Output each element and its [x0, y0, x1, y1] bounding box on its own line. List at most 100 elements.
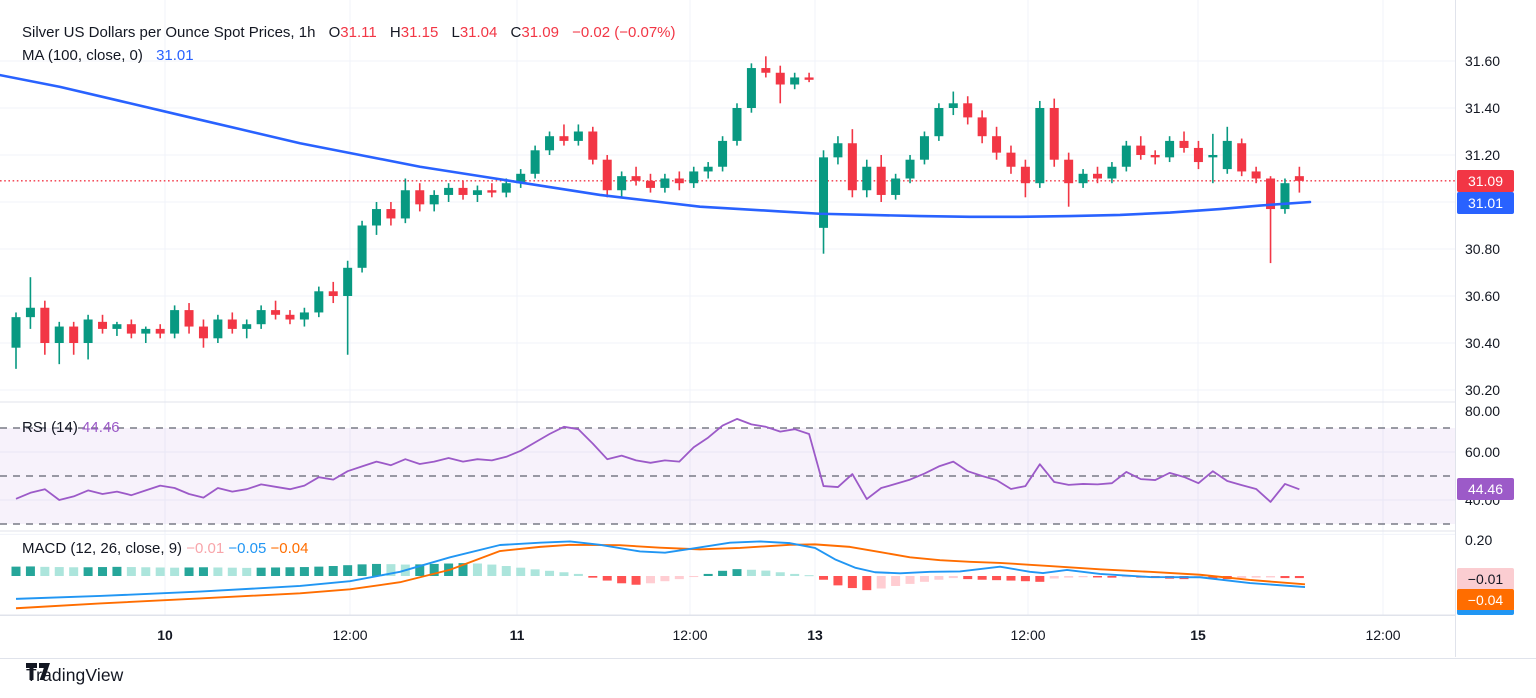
candle: [54, 321, 64, 365]
candle: [198, 319, 208, 348]
candle: [718, 136, 728, 172]
macd-histogram-bar: [775, 572, 785, 576]
macd-signal-line: [15, 543, 1306, 610]
macd-hist-badge: −0.01: [1457, 568, 1514, 591]
candle: [891, 173, 901, 200]
price-axis-label: 30.40: [1465, 335, 1501, 351]
macd-histogram-bar: [992, 576, 1002, 581]
ma-line: [0, 73, 1312, 219]
time-axis-label: 12:00: [332, 627, 368, 643]
high-value: 31.15: [400, 24, 439, 41]
candle: [761, 56, 771, 78]
macd-histogram-bar: [977, 576, 987, 580]
candle: [429, 190, 439, 212]
candle: [1222, 126, 1232, 174]
candle: [1121, 140, 1131, 172]
macd-histogram-bar: [602, 576, 612, 581]
macd-histogram-bar: [1006, 576, 1016, 581]
candle: [876, 155, 886, 202]
time-axis-label: 10: [157, 627, 173, 643]
candle: [631, 166, 641, 186]
macd-histogram-bar: [472, 563, 482, 576]
candle: [1035, 100, 1045, 188]
candle: [242, 319, 252, 339]
change-value: −0.02 (−0.07%): [572, 24, 676, 41]
macd-histogram-bar: [1208, 576, 1218, 579]
price-axis-label: 31.60: [1465, 53, 1501, 69]
tradingview-logo[interactable]: TradingView: [26, 663, 123, 687]
candle: [530, 145, 540, 179]
time-axis[interactable]: 10 12:00 11 12:00 13 12:00 15 12:00: [0, 615, 1536, 659]
macd-histogram-bar: [876, 576, 886, 589]
candle: [83, 314, 93, 360]
macd-legend-row[interactable]: MACD (12, 26, close, 9) −0.01 −0.05 −0.0…: [22, 540, 308, 557]
macd-histogram-bar: [285, 567, 295, 576]
macd-histogram-bar: [357, 564, 367, 576]
macd-histogram-bar: [819, 576, 829, 580]
macd-histogram-bar: [573, 573, 583, 576]
macd-axis-label: 0.20: [1465, 532, 1493, 548]
time-axis-label: 11: [509, 627, 525, 643]
candle: [1020, 159, 1030, 198]
candle: [645, 173, 655, 193]
macd-histogram-bar: [213, 567, 223, 576]
ma-legend-row[interactable]: MA (100, close, 0) 31.01: [22, 47, 194, 64]
candle: [674, 171, 684, 191]
candle: [847, 129, 857, 198]
macd-histogram-bar: [1107, 576, 1117, 578]
macd-histogram-bar: [501, 566, 511, 576]
candle: [602, 155, 612, 198]
macd-histogram-bar: [732, 569, 742, 576]
candle: [11, 312, 21, 369]
macd-histogram-bar: [689, 576, 699, 578]
candle: [617, 171, 627, 198]
macd-histogram-bar: [891, 576, 901, 586]
macd-histogram-bar: [631, 576, 641, 585]
macd-histogram-bar: [645, 576, 655, 584]
symbol-legend-row[interactable]: Silver US Dollars per Ounce Spot Prices,…: [22, 24, 676, 41]
candle: [746, 63, 756, 113]
macd-histogram-bar: [141, 567, 151, 576]
rsi-axis-label: 80.00: [1465, 403, 1501, 419]
macd-line-badge: [1457, 610, 1514, 616]
macd-line: [15, 540, 1306, 600]
macd-histogram-bar: [54, 567, 64, 576]
low-label: L: [451, 24, 460, 41]
candle: [372, 202, 381, 235]
open-value: 31.11: [340, 24, 377, 41]
candle: [775, 65, 785, 104]
candle: [285, 310, 295, 325]
candle: [1208, 133, 1218, 184]
candle: [141, 326, 151, 343]
macd-histogram-bar: [1078, 576, 1088, 578]
candle: [386, 202, 396, 226]
candle: [271, 300, 281, 320]
macd-histogram-bar: [1251, 576, 1261, 578]
macd-histogram-bar: [69, 567, 79, 576]
macd-histogram-bar: [11, 566, 21, 576]
macd-histogram-bar: [660, 576, 670, 582]
macd-histogram-bar: [545, 570, 555, 576]
macd-histogram-bar: [862, 576, 872, 591]
macd-histogram-bar: [1049, 576, 1059, 579]
macd-histogram-bar: [530, 569, 540, 576]
macd-histogram-bar: [746, 569, 756, 576]
candle: [314, 286, 324, 318]
macd-histogram-bar: [1266, 576, 1276, 578]
candle: [1107, 162, 1117, 184]
macd-histogram-bar: [170, 567, 180, 576]
candle: [948, 91, 958, 116]
rsi-value-badge: 44.46: [1457, 478, 1514, 501]
price-axis-label: 31.20: [1465, 147, 1501, 163]
candle: [1294, 166, 1304, 193]
price-axis-label: 30.80: [1465, 241, 1501, 257]
candle: [458, 180, 468, 200]
candle: [98, 314, 108, 334]
candle: [299, 307, 309, 327]
price-axis[interactable]: 31.60 31.40 31.20 30.80 30.60 30.40 30.20 80.00…: [1455, 0, 1536, 657]
rsi-legend-row[interactable]: RSI (14) 44.46: [22, 419, 120, 436]
candle: [934, 103, 944, 141]
rsi-line: [15, 417, 1300, 503]
